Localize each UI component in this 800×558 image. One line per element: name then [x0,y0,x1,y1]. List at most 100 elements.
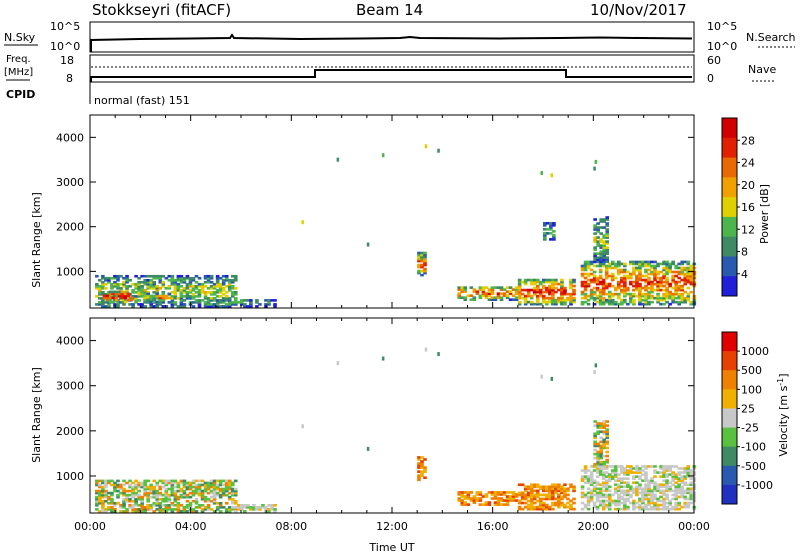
power-echo-cell [191,293,196,296]
power-echo-cell [101,274,105,278]
power-echo-cell [604,298,609,302]
power-echo-cell [583,288,588,292]
power-echo-cell [605,246,610,249]
velocity-echo-cell [598,501,603,505]
velocity-echo-cell [209,485,214,489]
power-echo-cell [209,284,214,288]
power-echo-cell [460,286,465,289]
velocity-echo-cell [583,469,588,472]
velocity-echo-cell [586,487,591,491]
velocity-echo-cell [101,479,105,483]
power-echo-cell [188,291,193,294]
velocity-echo-cell [517,491,522,495]
power-echo-cell [236,301,241,304]
power-echo-cell [599,232,603,235]
velocity-echo-cell [674,501,678,505]
power-echo-cell [563,298,567,302]
velocity-echo-cell [131,503,135,507]
power-echo-cell [623,298,627,302]
velocity-echo-cell [158,508,163,511]
power-echo-cell [650,272,654,276]
velocity-echo-cell [601,477,606,480]
power-echo-cell [623,288,627,292]
velocity-echo-cell [668,481,672,485]
power-echo-cell [194,274,199,278]
power-echo-cell [644,286,648,290]
velocity-echo-cell [607,503,612,507]
velocity-echo-cell [104,479,108,483]
nave-tick-low: 0 [707,72,714,85]
power-echo-cell [116,278,120,282]
power-echo-cell [680,284,685,288]
velocity-echo-cell [206,483,211,487]
velocity-echo-cell [95,481,99,485]
time-axis-label: Time UT [368,541,414,554]
velocity-echo-cell [532,493,537,497]
power-echo-cell [209,280,214,284]
power-echo-cell [243,299,247,302]
velocity-echo-cell [586,503,591,507]
power-echo-cell [686,298,691,302]
velocity-echo-cell [563,483,567,487]
velocity-echo-cell [243,506,247,509]
velocity-echo-cell [227,497,232,501]
velocity-echo-cell [508,491,513,494]
velocity-echo-cell [101,495,105,499]
velocity-echo-cell [626,483,630,487]
velocity-echo-cell [137,483,141,487]
velocity-echo-cell [632,503,636,507]
velocity-echo-cell [535,499,540,503]
velocity-echo-cell [665,485,669,489]
power-echo-cell [601,280,606,284]
velocity-echo-cell [463,495,468,498]
power-echo-cell [683,268,688,272]
power-echo-cell [569,280,573,284]
power-echo-cell [551,282,555,286]
velocity-echo-cell [264,506,268,509]
power-echo-cell [143,291,147,294]
velocity-echo-cell [514,495,519,498]
power-echo-cell [593,246,597,249]
velocity-echo-cell [602,446,607,450]
power-echo-cell [206,297,211,300]
power-echo-cell [164,305,169,308]
velocity-echo-cell [610,475,615,478]
power-echo-cell [599,220,603,223]
velocity-echo-cell [557,483,561,487]
power-echo-cell [490,286,495,289]
power-echo-cell [607,290,612,294]
velocity-echo-cell [607,497,612,501]
velocity-echo-cell [104,481,108,485]
velocity-echo-cell [599,460,603,464]
velocity-echo-cell [595,493,600,497]
power-echo-cell [122,276,126,280]
velocity-echo-cell [152,493,157,497]
power-echo-cell [650,284,654,288]
power-echo-cell [653,264,657,268]
velocity-echo-cell [484,493,489,496]
power-echo-cell [173,280,178,284]
power-echo-cell [117,294,122,298]
velocity-echo-cell [167,497,172,501]
velocity-echo-cell [601,489,606,493]
power-echo-cell [173,295,178,298]
velocity-echo-cell [137,495,141,499]
velocity-echo-cell [194,491,199,495]
velocity-echo-cell [188,487,193,491]
power-echo-cell [490,292,495,295]
velocity-echo-cell [535,485,540,489]
power-echo-cell [689,300,694,304]
power-echo-cell [182,291,187,294]
velocity-echo-cell [583,475,588,478]
power-echo-cell [200,299,205,302]
power-echo-cell [671,276,675,280]
power-echo-cell [249,301,253,304]
velocity-echo-cell [140,510,144,513]
power-echo-cell [680,288,685,292]
power-echo-cell [656,284,660,288]
velocity-echo-cell [589,491,594,495]
velocity-echo-cell [551,497,555,501]
velocity-echo-cell [140,508,144,511]
power-echo-cell [224,274,229,278]
velocity-echo-cell [417,474,421,478]
